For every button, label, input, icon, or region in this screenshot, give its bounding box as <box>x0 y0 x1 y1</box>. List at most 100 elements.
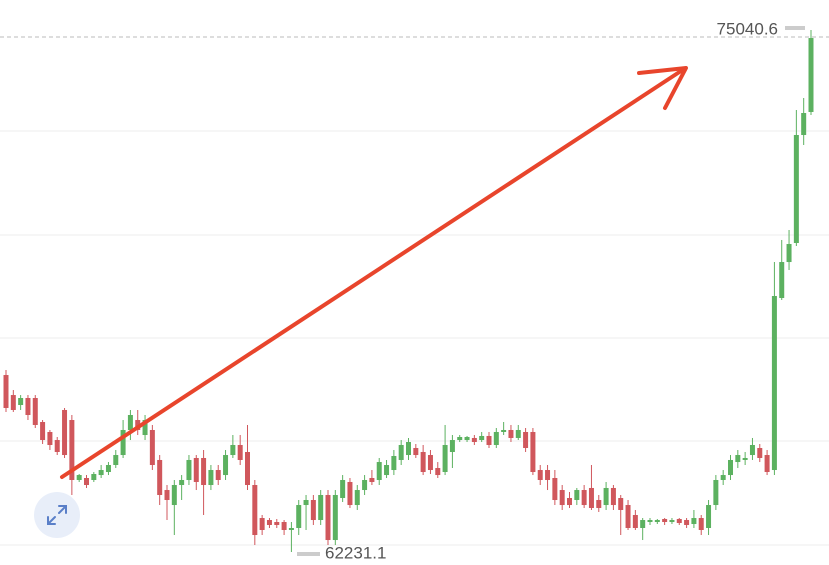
candle-body <box>567 498 572 506</box>
candle-body <box>362 479 368 491</box>
candle-body <box>735 455 741 463</box>
candle-body <box>288 527 294 530</box>
candle-body <box>508 429 514 438</box>
candle-body <box>237 444 243 460</box>
candle-body <box>47 431 53 445</box>
candle-body <box>186 459 192 480</box>
trend-arrow <box>60 66 688 479</box>
candle-body <box>332 494 338 541</box>
candle-body <box>749 444 755 456</box>
candle-body <box>625 505 631 528</box>
candle-body <box>406 442 411 456</box>
candle-body <box>728 459 733 476</box>
candle-body <box>318 494 324 521</box>
candle-body <box>142 420 148 436</box>
candle-body <box>764 455 770 473</box>
candle-body <box>347 481 353 506</box>
candle-body <box>259 518 265 530</box>
candle-body <box>252 485 258 536</box>
low-label: 62231.1 <box>325 543 386 562</box>
candle-body <box>559 490 565 506</box>
candle-body <box>691 518 697 525</box>
candle-body <box>771 296 777 471</box>
candle-body <box>596 500 602 508</box>
candle-body <box>413 448 419 456</box>
candle-body <box>523 431 529 449</box>
arrow-head <box>637 66 688 110</box>
candle-body <box>296 505 302 528</box>
candle-body <box>581 490 587 506</box>
candle-body <box>25 398 31 415</box>
expand-button[interactable] <box>34 492 80 538</box>
candle-body <box>384 464 390 476</box>
candle-body <box>3 375 9 408</box>
candle-body <box>632 514 638 528</box>
high-label: 75040.6 <box>717 19 778 38</box>
candle-body <box>10 395 16 410</box>
candle-body <box>354 490 360 506</box>
candle-body <box>18 398 24 406</box>
candle-body <box>640 520 646 528</box>
candle-body <box>62 409 68 456</box>
candle-body <box>757 448 763 458</box>
candle-body <box>706 505 712 528</box>
candle-body <box>698 518 704 530</box>
candle-body <box>171 485 177 506</box>
candle-body <box>120 429 126 456</box>
expand-circle[interactable] <box>34 492 80 538</box>
candle-body <box>493 431 499 445</box>
candle-body <box>84 477 89 486</box>
candle-body <box>215 470 221 480</box>
candle-body <box>515 429 521 438</box>
candle-body <box>310 500 316 521</box>
candle-body <box>610 487 616 506</box>
candle-body <box>669 520 675 523</box>
candle-body <box>552 477 558 501</box>
candle-body <box>369 477 375 482</box>
candles <box>3 30 814 552</box>
candle-body <box>420 452 426 473</box>
candle-body <box>303 500 309 506</box>
candle-body <box>245 452 250 486</box>
candle-body <box>457 437 463 441</box>
candle-body <box>69 420 75 480</box>
candle-body <box>91 474 97 480</box>
candle-body <box>223 455 229 476</box>
candle-body <box>662 518 668 523</box>
candle-body <box>545 470 551 480</box>
candle-body <box>442 444 448 473</box>
candle-body <box>266 520 272 525</box>
candle-body <box>742 457 748 460</box>
candle-body <box>340 479 346 499</box>
candle-body <box>179 479 185 486</box>
candle-body <box>793 135 799 243</box>
grid <box>0 130 829 546</box>
candle-body <box>398 444 404 460</box>
candle-body <box>471 437 477 443</box>
candle-body <box>537 470 543 480</box>
candle-body <box>274 522 280 525</box>
candle-body <box>647 520 653 523</box>
candle-body <box>720 475 726 480</box>
candle-body <box>530 431 536 473</box>
candle-body <box>676 518 682 523</box>
candle-body <box>464 437 470 441</box>
candle-body <box>603 487 609 506</box>
expand-icon[interactable] <box>47 505 67 525</box>
candle-body <box>149 429 155 465</box>
candle-body <box>113 455 119 465</box>
candle-body <box>654 520 660 523</box>
candle-body <box>54 440 60 452</box>
candle-body <box>157 459 163 495</box>
candle-body <box>391 455 397 471</box>
candle-body <box>449 440 455 452</box>
candle-body <box>618 498 624 510</box>
candle-body <box>808 38 814 112</box>
candle-body <box>713 479 719 506</box>
candle-body <box>435 468 441 476</box>
candle-body <box>105 464 111 473</box>
candle-body <box>164 490 170 501</box>
candle-body <box>193 457 199 482</box>
